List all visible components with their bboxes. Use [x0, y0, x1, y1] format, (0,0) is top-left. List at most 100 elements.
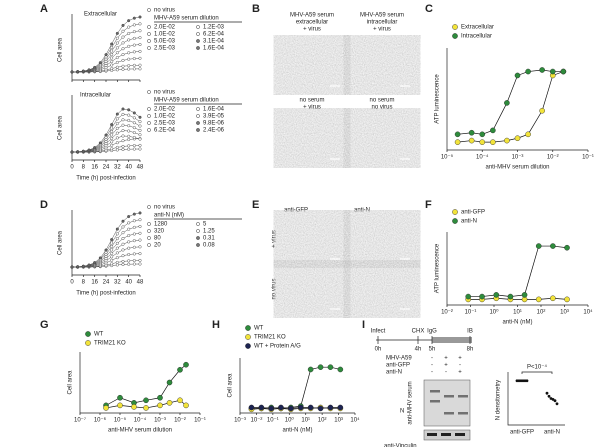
x-tick-label: 10⁰: [285, 417, 295, 424]
curve-point: [115, 260, 119, 264]
legend-entry: 1280: [154, 222, 168, 228]
curve-point: [98, 256, 102, 260]
curve-point: [132, 262, 136, 266]
curve-point: [121, 236, 125, 240]
caption: no serum: [369, 98, 394, 104]
curve-point: [132, 116, 136, 120]
blot-band: [444, 395, 454, 398]
curve-point: [115, 246, 119, 250]
curve-point: [138, 143, 142, 147]
x-tick-label: 10⁻²: [441, 310, 453, 316]
x-tick-label: 10⁻²: [547, 155, 559, 161]
data-point: [555, 402, 559, 406]
curve-point: [70, 70, 74, 74]
x-tick-label: 10²: [318, 418, 327, 424]
legend-marker: [196, 128, 200, 132]
data-point: [514, 72, 521, 79]
curve-point: [127, 134, 131, 138]
data-point: [248, 404, 255, 411]
x-tick-label: 16: [91, 280, 98, 286]
curve-point: [138, 120, 142, 124]
data-point: [268, 405, 275, 412]
curve-point: [115, 122, 119, 126]
blot-sign: -: [431, 356, 433, 362]
x-tick-label: 48: [137, 280, 144, 286]
legend-marker: [147, 114, 151, 118]
data-point: [479, 131, 486, 138]
curve-point: [138, 56, 142, 60]
legend-marker: [147, 25, 151, 29]
curve-point: [110, 67, 114, 71]
timeline-time: 0h: [375, 347, 382, 353]
curve-point: [138, 262, 142, 266]
curve-point: [127, 25, 131, 29]
curve-point: [127, 215, 131, 219]
legend-marker: [245, 325, 251, 331]
timeline-time: 5h: [429, 347, 436, 353]
curve-point: [76, 150, 80, 154]
x-tick-label: 24: [103, 280, 110, 286]
legend-entry: 9.8E-06: [203, 121, 225, 127]
x-axis-label: anti-MHV serum dilution: [485, 165, 549, 171]
curve-point: [121, 248, 125, 252]
curve-point: [110, 136, 114, 140]
legend-entry: 2.5E-03: [154, 121, 176, 127]
legend-marker: [196, 107, 200, 111]
legend-marker: [452, 24, 458, 30]
x-axis-label: anti-MHV serum dilution: [108, 428, 172, 434]
curve-point: [121, 134, 125, 138]
timeline-event: IB: [467, 329, 473, 335]
data-point: [539, 107, 545, 114]
data-point: [468, 129, 475, 136]
curve-point: [127, 118, 131, 122]
data-point: [549, 68, 556, 75]
legend-marker: [196, 39, 200, 43]
x-tick-label: 10⁻⁵: [114, 417, 127, 424]
panel-label: F: [425, 199, 432, 211]
data-point: [564, 296, 570, 303]
data-point: [525, 131, 531, 138]
axis: [239, 358, 355, 414]
curve-point: [127, 138, 131, 142]
curve-point: [121, 35, 125, 39]
legend-marker: [196, 46, 200, 50]
curve-point: [138, 211, 142, 215]
curve-point: [121, 53, 125, 57]
curve-point: [81, 69, 85, 73]
curve-point: [138, 238, 142, 242]
x-tick-label: 10⁻⁶: [94, 417, 107, 424]
data-point: [143, 397, 149, 404]
curve-point: [87, 68, 91, 72]
curve-point: [132, 126, 136, 130]
timeline-event: CHX: [412, 329, 425, 335]
curve-point: [121, 262, 125, 266]
curve-point: [110, 129, 114, 133]
blot-sign: -: [431, 363, 433, 369]
legend-entry: TRIM21 KO: [254, 335, 286, 341]
data-point: [143, 405, 149, 411]
curve-point: [110, 60, 114, 64]
caption: MHV-A59 serum: [290, 13, 334, 19]
timeline-event: Infect: [371, 329, 386, 335]
curve-point: [127, 38, 131, 42]
x-tick-label: 10⁻¹: [267, 418, 279, 424]
x-tick-label: 0: [70, 165, 74, 171]
caption: intracellular: [367, 20, 398, 26]
y-axis-label: Cell area: [58, 37, 64, 62]
curve-point: [127, 113, 131, 117]
blot-band: [427, 433, 437, 436]
data-point: [166, 379, 173, 386]
panel-label: G: [40, 319, 49, 331]
panel-label: B: [252, 3, 260, 15]
curve-point: [127, 51, 131, 55]
curve-point: [127, 57, 131, 61]
curve-point: [115, 251, 119, 255]
curve-point: [110, 56, 114, 60]
p-value: P<10⁻⁴: [527, 364, 547, 371]
curve-point: [121, 254, 125, 258]
blot-sign: +: [458, 370, 462, 376]
curve-point: [98, 141, 102, 145]
x-tick-label: 10⁻¹: [582, 155, 594, 161]
legend-entry: 2.0E-02: [154, 25, 176, 31]
